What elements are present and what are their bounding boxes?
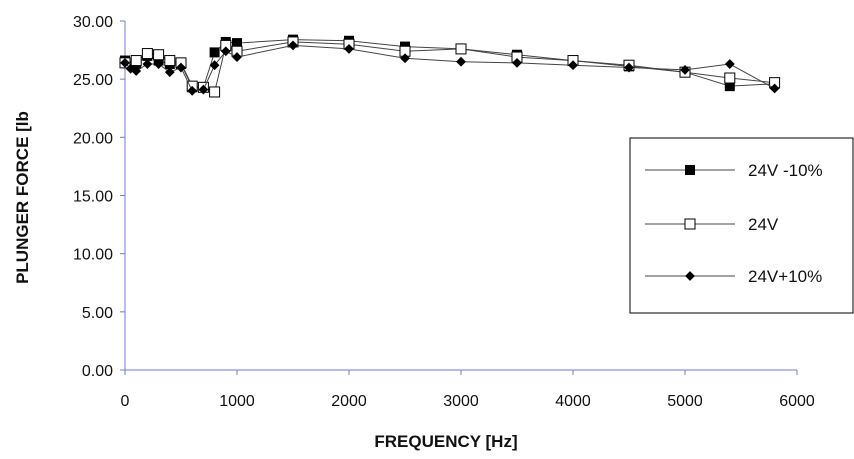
- data-point: [130, 55, 142, 67]
- x-axis-ticks: 0 1000 2000 3000 4000 5000 6000: [121, 370, 815, 410]
- data-point: [288, 40, 298, 51]
- data-point: [153, 59, 164, 69]
- series-layer: [119, 34, 781, 98]
- x-tick-label: 0: [121, 393, 130, 410]
- y-tick-label: 10.00: [73, 247, 113, 264]
- data-point: [769, 83, 780, 94]
- legend-item: 24V: [645, 215, 779, 234]
- x-tick-label: 2000: [331, 393, 367, 410]
- legend-box: [629, 137, 854, 314]
- data-point: [724, 59, 735, 69]
- legend-label: 24V -10%: [748, 161, 823, 180]
- data-point: [624, 62, 634, 73]
- data-point: [724, 72, 736, 84]
- data-point: [344, 44, 354, 54]
- data-point: [456, 56, 466, 67]
- series-0: [120, 34, 780, 93]
- x-tick-label: 5000: [667, 393, 703, 410]
- x-tick-label: 1000: [219, 393, 255, 410]
- legend: 24V -10% 24V 24V+10%: [629, 137, 854, 314]
- x-tick-label: 4000: [555, 393, 591, 410]
- data-point: [400, 53, 410, 64]
- data-point: [120, 57, 130, 68]
- data-point: [209, 47, 220, 58]
- data-point: [131, 66, 142, 76]
- data-point: [209, 60, 220, 71]
- data-point: [198, 84, 209, 95]
- legend-marker: [685, 165, 695, 175]
- legend-marker: [685, 271, 695, 281]
- data-point: [209, 86, 221, 98]
- data-point: [220, 46, 231, 57]
- y-axis-title: PLUNGER FORCE [lb: [13, 111, 32, 284]
- data-point: [142, 59, 153, 69]
- legend-marker: [684, 218, 696, 230]
- x-tick-label: 3000: [443, 393, 479, 410]
- series-2: [120, 40, 780, 96]
- x-tick-label: 6000: [779, 393, 815, 410]
- data-point: [153, 49, 165, 61]
- data-point: [176, 62, 186, 73]
- x-axis-title: FREQUENCY [Hz]: [374, 432, 517, 451]
- y-tick-label: 15.00: [73, 189, 113, 206]
- data-point: [232, 52, 242, 62]
- data-point: [512, 57, 522, 68]
- data-point: [680, 64, 690, 75]
- y-tick-label: 0.00: [82, 363, 113, 380]
- data-point: [141, 48, 153, 60]
- legend-item: 24V -10%: [645, 161, 823, 180]
- y-tick-label: 20.00: [73, 130, 113, 147]
- y-tick-label: 25.00: [73, 72, 113, 89]
- series-1: [119, 36, 781, 98]
- legend-label: 24V+10%: [748, 267, 822, 286]
- y-tick-label: 5.00: [82, 305, 113, 322]
- data-point: [164, 67, 175, 78]
- legend-label: 24V: [748, 215, 779, 234]
- data-point: [568, 60, 578, 71]
- series-line: [124, 44, 775, 92]
- y-axis-ticks: 0.00 5.00 10.00 15.00 20.00 25.00 30.00: [73, 14, 125, 380]
- data-point: [187, 85, 198, 96]
- data-point: [164, 55, 176, 67]
- data-point: [455, 43, 467, 55]
- legend-item: 24V+10%: [645, 267, 822, 286]
- y-tick-label: 30.00: [73, 14, 113, 31]
